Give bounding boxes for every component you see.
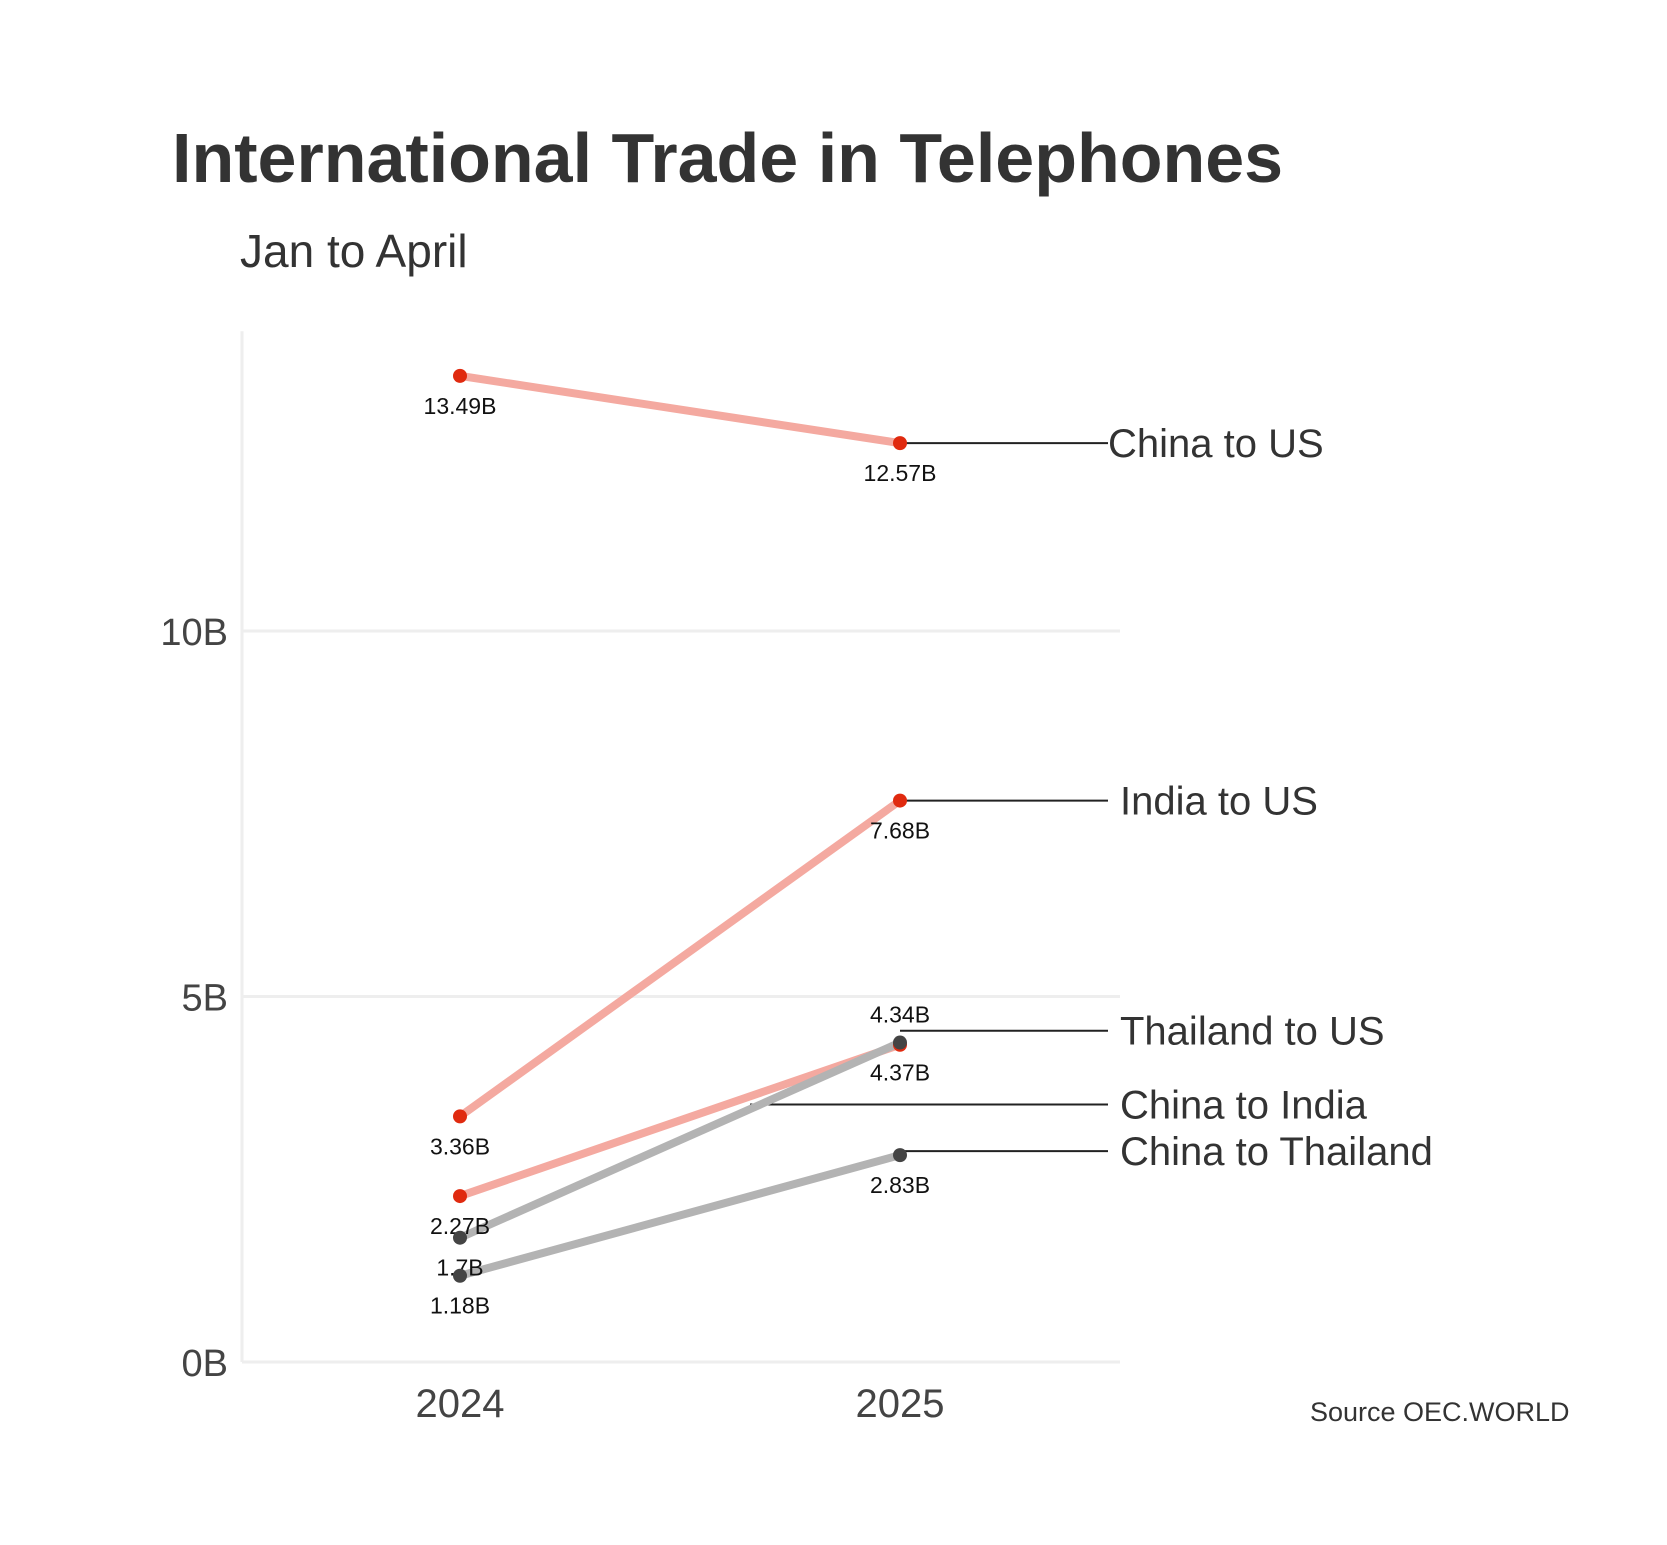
series-line-china-to-thailand (456, 1151, 904, 1280)
series-line-india-to-us (456, 796, 904, 1121)
data-label-china-to-us-2025: 12.57B (864, 460, 937, 486)
data-label-china-to-india-2025: 4.37B (870, 1060, 930, 1086)
series-label-china-to-us: China to US (1108, 422, 1324, 466)
point-china-to-us-2024 (453, 368, 467, 383)
point-china-to-india-2024 (453, 1230, 467, 1245)
point-india-to-us-2024 (453, 1109, 467, 1124)
point-china-to-india-2025 (893, 1035, 907, 1050)
data-label-china-to-thailand-2025: 2.83B (870, 1172, 930, 1198)
point-thailand-to-us-2024 (453, 1189, 467, 1204)
chart-subtitle: Jan to April (240, 225, 468, 277)
source-note: Source OEC.WORLD (1310, 1397, 1570, 1427)
data-label-india-to-us-2024: 3.36B (430, 1133, 490, 1159)
y-tick-label: 5B (182, 978, 228, 1020)
series-label-china-to-india: China to India (1120, 1084, 1368, 1128)
x-tick-label: 2025 (856, 1382, 945, 1426)
point-china-to-thailand-2024 (453, 1268, 467, 1283)
point-india-to-us-2025 (893, 793, 907, 808)
series-label-china-to-thailand: China to Thailand (1120, 1130, 1433, 1174)
data-label-thailand-to-us-2025: 4.34B (870, 1002, 930, 1028)
y-tick-label: 10B (160, 612, 228, 654)
x-tick-label: 2024 (416, 1382, 505, 1426)
data-label-china-to-us-2024: 13.49B (424, 393, 497, 419)
series-line-thailand-to-us (456, 1040, 904, 1201)
series-line-china-to-us (456, 371, 904, 448)
series-label-india-to-us: India to US (1120, 780, 1318, 824)
data-label-india-to-us-2025: 7.68B (870, 818, 930, 844)
point-china-to-thailand-2025 (893, 1148, 907, 1163)
series-label-thailand-to-us: Thailand to US (1120, 1010, 1385, 1054)
chart-title: International Trade in Telephones (172, 119, 1284, 197)
series-line-china-to-india (456, 1038, 904, 1242)
y-tick-label: 0B (182, 1343, 228, 1385)
data-label-china-to-thailand-2024: 1.18B (430, 1293, 490, 1319)
point-china-to-us-2025 (893, 436, 907, 451)
